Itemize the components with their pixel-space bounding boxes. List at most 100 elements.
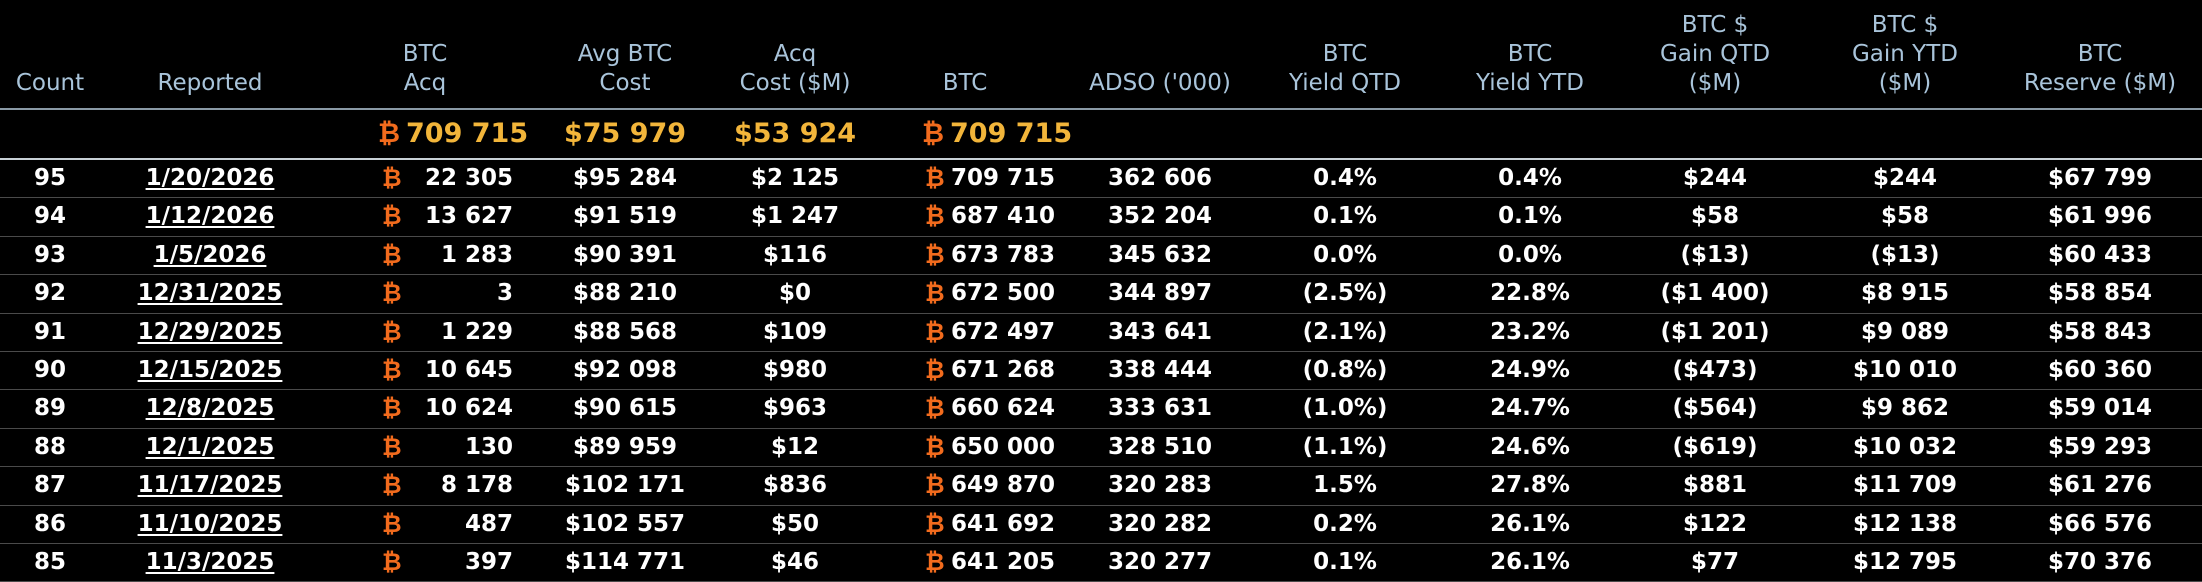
bitcoin-icon: ₿ <box>925 355 945 384</box>
header-adso[interactable]: ADSO ('000) <box>1065 69 1255 98</box>
cell-btc-acq: 397 <box>464 548 513 575</box>
cell-btc-reserve: $59 014 <box>2047 395 2153 422</box>
cell-btc-gain-ytd: ($13) <box>1870 241 1940 268</box>
header-btc-yield-ytd[interactable]: BTC Yield YTD <box>1450 40 1610 98</box>
cell-btc-acq: 13 627 <box>424 203 513 230</box>
reported-date-link[interactable]: 12/31/2025 <box>137 280 283 307</box>
cell-acq-cost: $116 <box>762 241 827 268</box>
header-btc-gain-ytd[interactable]: BTC $ Gain YTD ($M) <box>1825 11 1985 98</box>
cell-avg-btc-cost: $91 519 <box>572 203 678 230</box>
header-line: Cost <box>599 70 651 96</box>
reported-date-link[interactable]: 1/20/2026 <box>145 165 275 191</box>
cell-btc-reserve: $66 576 <box>2047 510 2153 537</box>
cell-btc-gain-qtd: ($1 201) <box>1660 318 1770 345</box>
bitcoin-icon: ₿ <box>382 279 402 308</box>
header-btc-yield-qtd[interactable]: BTC Yield QTD <box>1265 40 1425 98</box>
cell-acq-cost: $109 <box>762 318 827 345</box>
table-row: 90 12/15/2025 ₿ 10 645 $92 098 $980 ₿ 67… <box>0 352 2202 391</box>
cell-adso: 344 897 <box>1107 280 1213 307</box>
total-btc: ₿ 709 715 <box>922 118 1073 149</box>
header-line: Gain YTD <box>1851 41 1958 67</box>
reported-date-link[interactable]: 12/1/2025 <box>145 433 275 460</box>
header-line: BTC <box>1322 41 1368 67</box>
cell-avg-btc-cost: $95 284 <box>572 165 678 191</box>
header-line: BTC <box>402 41 448 67</box>
cell-btc-gain-ytd: $58 <box>1880 203 1929 230</box>
cell-count: 93 <box>33 241 66 268</box>
reported-date-link[interactable]: 1/12/2026 <box>145 203 275 230</box>
cell-btc-acq: 8 178 <box>440 472 513 499</box>
cell-btc-gain-ytd: $9 862 <box>1860 395 1950 422</box>
cell-acq-cost: $12 <box>770 433 819 460</box>
reported-date-link[interactable]: 11/10/2025 <box>137 510 283 537</box>
cell-count: 89 <box>33 395 66 422</box>
cell-btc: 672 500 <box>950 280 1055 307</box>
header-line: Reserve ($M) <box>2023 70 2177 96</box>
reported-date-link[interactable]: 11/17/2025 <box>137 472 283 499</box>
bitcoin-icon: ₿ <box>382 164 402 192</box>
header-line: Avg BTC <box>577 41 673 67</box>
header-line: ($M) <box>1878 70 1932 96</box>
cell-adso: 338 444 <box>1107 356 1213 383</box>
header-btc-acq[interactable]: BTC Acq <box>345 40 505 98</box>
cell-btc-yield-qtd: 0.1% <box>1313 203 1377 230</box>
cell-avg-btc-cost: $102 171 <box>564 472 686 499</box>
table-row: 91 12/29/2025 ₿ 1 229 $88 568 $109 ₿ 672… <box>0 314 2202 352</box>
cell-btc-yield-qtd: 1.5% <box>1313 472 1377 499</box>
bitcoin-icon: ₿ <box>925 317 945 346</box>
header-reported[interactable]: Reported <box>130 69 290 98</box>
cell-avg-btc-cost: $90 615 <box>572 395 678 422</box>
cell-btc-gain-qtd: ($473) <box>1672 356 1758 383</box>
cell-count: 94 <box>33 203 66 230</box>
cell-btc-yield-qtd: (0.8%) <box>1302 356 1388 383</box>
cell-btc: 673 783 <box>950 241 1055 268</box>
cell-avg-btc-cost: $88 568 <box>572 318 678 345</box>
reported-date-link[interactable]: 11/3/2025 <box>145 548 275 575</box>
header-line: ADSO ('000) <box>1089 70 1231 96</box>
bitcoin-icon: ₿ <box>382 355 402 384</box>
cell-btc-acq: 22 305 <box>424 165 513 191</box>
cell-avg-btc-cost: $114 771 <box>564 548 686 575</box>
bitcoin-icon: ₿ <box>925 547 945 576</box>
header-btc-reserve[interactable]: BTC Reserve ($M) <box>2005 40 2195 98</box>
table-row: 94 1/12/2026 ₿ 13 627 $91 519 $1 247 ₿ 6… <box>0 198 2202 237</box>
cell-btc-gain-qtd: $122 <box>1682 510 1747 537</box>
bitcoin-icon: ₿ <box>382 432 402 461</box>
reported-date-link[interactable]: 1/5/2026 <box>153 241 267 268</box>
cell-btc-gain-qtd: ($13) <box>1680 241 1750 268</box>
bitcoin-icon: ₿ <box>382 317 402 346</box>
header-line: Yield YTD <box>1476 70 1584 96</box>
cell-btc-gain-qtd: $58 <box>1690 203 1739 230</box>
reported-date-link[interactable]: 12/15/2025 <box>137 356 283 383</box>
header-btc[interactable]: BTC <box>885 69 1045 98</box>
cell-btc-yield-qtd: (2.1%) <box>1302 318 1388 345</box>
header-line: ($M) <box>1688 70 1742 96</box>
reported-date-link[interactable]: 12/29/2025 <box>137 318 283 345</box>
cell-adso: 320 277 <box>1107 548 1213 575</box>
cell-adso: 328 510 <box>1107 433 1213 460</box>
header-line: Gain QTD <box>1659 41 1771 67</box>
cell-btc-yield-ytd: 22.8% <box>1490 280 1570 307</box>
cell-avg-btc-cost: $90 391 <box>572 241 678 268</box>
cell-count: 86 <box>33 510 66 537</box>
cell-btc-gain-ytd: $10 010 <box>1852 356 1958 383</box>
cell-acq-cost: $980 <box>762 356 827 383</box>
cell-btc: 687 410 <box>950 203 1055 230</box>
header-line: Acq <box>403 70 447 96</box>
bitcoin-icon: ₿ <box>382 202 402 231</box>
cell-adso: 345 632 <box>1107 241 1213 268</box>
bitcoin-icon: ₿ <box>925 471 945 500</box>
cell-btc-reserve: $70 376 <box>2047 548 2153 575</box>
table-row: 93 1/5/2026 ₿ 1 283 $90 391 $116 ₿ 673 7… <box>0 237 2202 276</box>
cell-btc: 650 000 <box>950 433 1055 460</box>
cell-btc-gain-qtd: ($564) <box>1672 395 1758 422</box>
header-count[interactable]: Count <box>0 69 100 98</box>
header-acq-cost[interactable]: Acq Cost ($M) <box>715 40 875 98</box>
header-btc-gain-qtd[interactable]: BTC $ Gain QTD ($M) <box>1635 11 1795 98</box>
cell-btc-acq: 3 <box>496 280 513 307</box>
cell-adso: 362 606 <box>1107 165 1213 191</box>
cell-btc-reserve: $58 854 <box>2047 280 2153 307</box>
reported-date-link[interactable]: 12/8/2025 <box>145 395 275 422</box>
bitcoin-icon: ₿ <box>922 118 945 149</box>
header-avg-btc-cost[interactable]: Avg BTC Cost <box>545 40 705 98</box>
